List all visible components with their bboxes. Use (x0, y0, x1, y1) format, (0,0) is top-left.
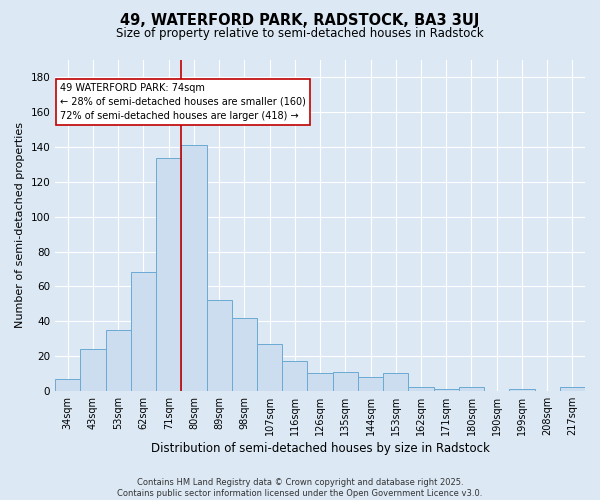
Bar (434, 389, 459, 391)
Text: 49, WATERFORD PARK, RADSTOCK, BA3 3UJ: 49, WATERFORD PARK, RADSTOCK, BA3 3UJ (121, 12, 479, 28)
Bar (80, 349, 106, 391)
Bar (232, 318, 257, 391)
Text: Contains HM Land Registry data © Crown copyright and database right 2025.
Contai: Contains HM Land Registry data © Crown c… (118, 478, 482, 498)
Bar (459, 388, 484, 391)
Bar (358, 377, 383, 391)
Bar (181, 146, 206, 391)
Bar (560, 388, 585, 391)
Bar (383, 374, 409, 391)
Bar (106, 330, 131, 391)
Bar (206, 300, 232, 391)
Text: 49 WATERFORD PARK: 74sqm
← 28% of semi-detached houses are smaller (160)
72% of : 49 WATERFORD PARK: 74sqm ← 28% of semi-d… (60, 82, 306, 120)
Bar (509, 389, 535, 391)
Bar (257, 344, 282, 391)
X-axis label: Distribution of semi-detached houses by size in Radstock: Distribution of semi-detached houses by … (151, 442, 490, 455)
Text: Size of property relative to semi-detached houses in Radstock: Size of property relative to semi-detach… (116, 28, 484, 40)
Bar (332, 372, 358, 391)
Bar (282, 361, 307, 391)
Bar (55, 378, 80, 391)
Bar (307, 374, 332, 391)
Bar (131, 272, 156, 391)
Y-axis label: Number of semi-detached properties: Number of semi-detached properties (15, 122, 25, 328)
Bar (409, 388, 434, 391)
Bar (156, 158, 181, 391)
